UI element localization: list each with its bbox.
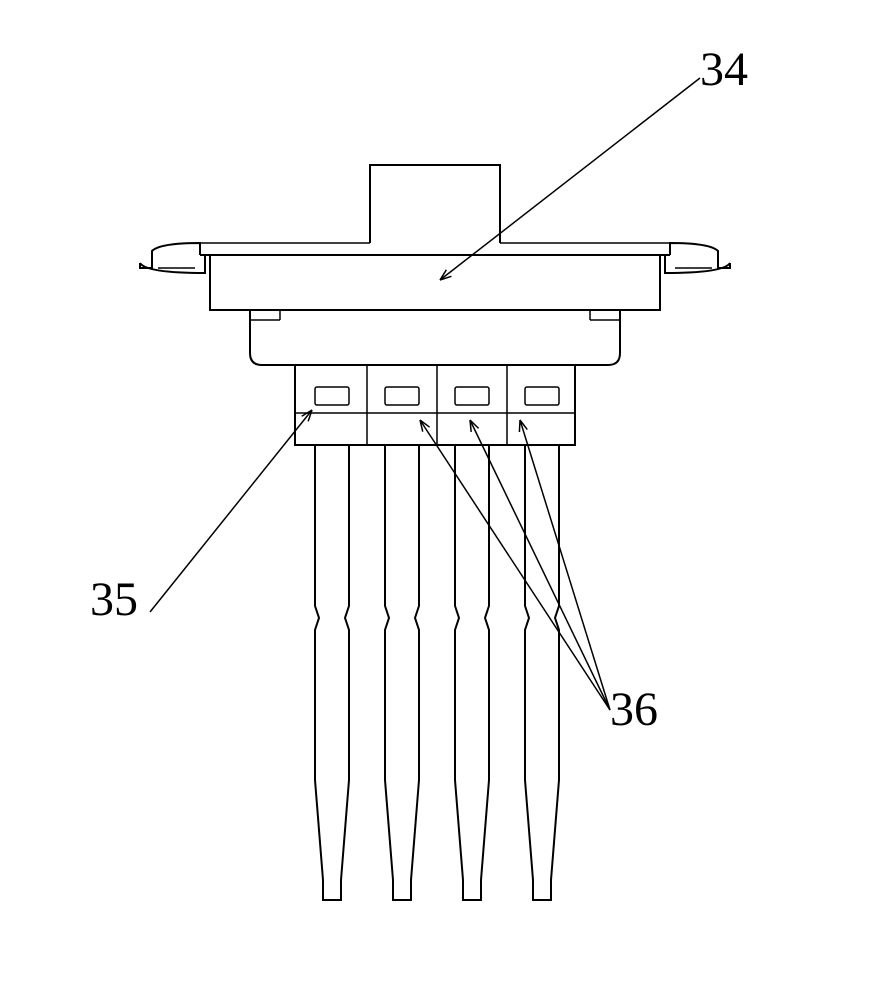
callout-label-34: 34	[700, 42, 748, 97]
callout-label-36: 36	[610, 682, 658, 737]
callout-label-35: 35	[90, 572, 138, 627]
technical-drawing	[0, 0, 894, 1000]
